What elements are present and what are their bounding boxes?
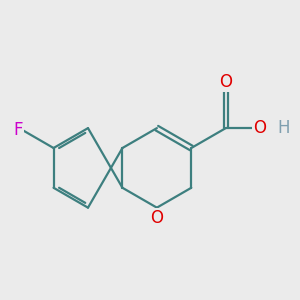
Text: O: O bbox=[253, 119, 266, 137]
Text: H: H bbox=[278, 119, 290, 137]
Text: F: F bbox=[13, 121, 22, 139]
Text: O: O bbox=[219, 73, 232, 91]
Text: O: O bbox=[150, 209, 164, 227]
